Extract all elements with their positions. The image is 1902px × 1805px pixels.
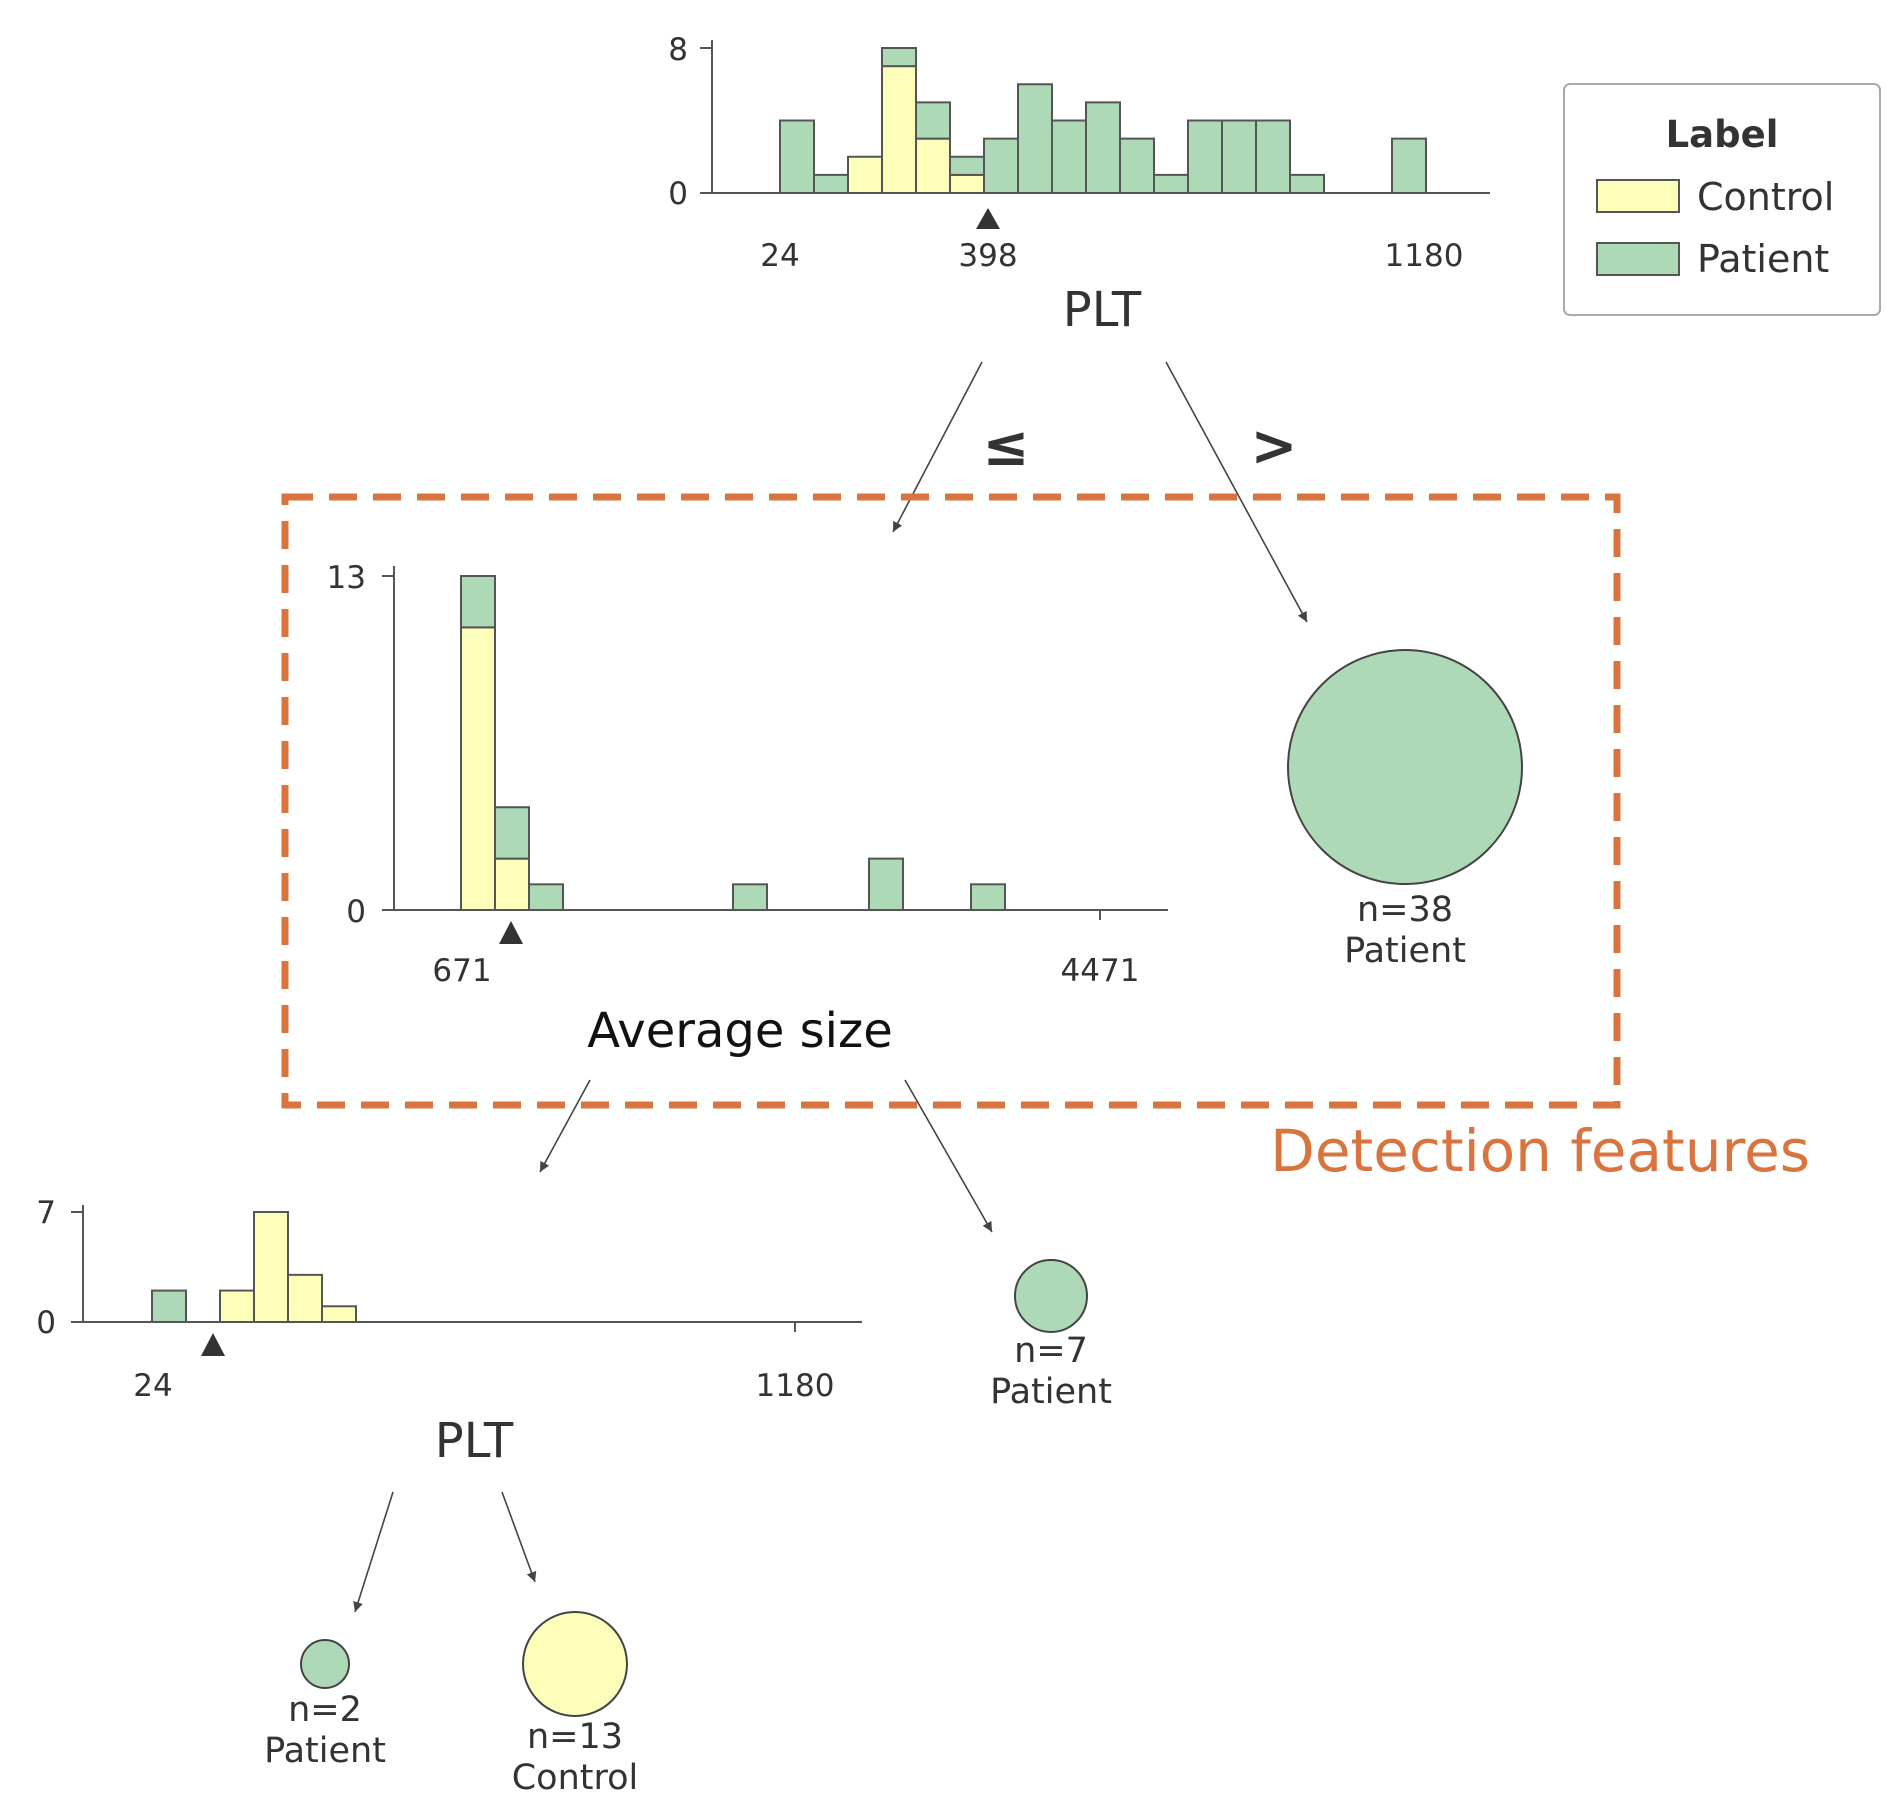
edge-size-gt bbox=[904, 1079, 993, 1233]
root-x-tick-max: 1180 bbox=[1385, 238, 1464, 274]
legend-swatch-patient bbox=[1596, 242, 1680, 276]
size-bar-patient-15 bbox=[970, 883, 1006, 911]
root-bar-patient-14 bbox=[1255, 119, 1291, 194]
legend: Label Control Patient bbox=[1563, 83, 1881, 316]
size-bar-patient-0 bbox=[460, 575, 496, 629]
size-bar-patient-2 bbox=[528, 883, 564, 911]
root-feature-label: PLT bbox=[1063, 282, 1142, 338]
operator-le-label: ≤ bbox=[983, 414, 1030, 479]
average-size-histogram: 13 0 671 4471 Average size bbox=[327, 560, 1168, 1059]
lower-x-tick-max-label: 1180 bbox=[756, 1368, 835, 1404]
root-bar-patient-5 bbox=[949, 155, 985, 176]
root-bar-patient-15 bbox=[1289, 173, 1325, 194]
detection-features-label: Detection features bbox=[1270, 1117, 1810, 1185]
edge-plt-le bbox=[353, 1491, 394, 1613]
average-size-histogram-bars bbox=[460, 575, 1006, 912]
leaf-plt-gt: n=13 Control bbox=[512, 1611, 639, 1798]
size-y-label-zero: 0 bbox=[346, 894, 366, 930]
leaf-plt-le-circle bbox=[300, 1639, 350, 1689]
leaf-plt-le: n=2 Patient bbox=[264, 1639, 386, 1771]
leaf-size-gt-circle bbox=[1014, 1259, 1088, 1333]
leaf-root-gt-count: n=38 bbox=[1357, 890, 1453, 930]
root-bar-patient-4 bbox=[915, 101, 951, 140]
edge-root-le bbox=[892, 361, 983, 533]
root-bar-patient-7 bbox=[1017, 83, 1053, 194]
edge-size-le bbox=[539, 1079, 591, 1173]
leaf-root-gt-circle bbox=[1287, 649, 1523, 885]
root-bar-control-4 bbox=[915, 137, 951, 194]
size-bar-patient-12 bbox=[868, 857, 904, 911]
leaf-plt-gt-circle bbox=[522, 1611, 628, 1717]
lower-plt-histogram: 7 0 24 1180 PLT bbox=[36, 1195, 862, 1469]
root-bar-control-2 bbox=[847, 155, 883, 194]
leaf-plt-le-class: Patient bbox=[264, 1731, 386, 1771]
legend-label-patient: Patient bbox=[1697, 237, 1829, 281]
lower-bar-control-4 bbox=[287, 1273, 323, 1324]
size-x-tick-max-label: 4471 bbox=[1061, 953, 1140, 989]
root-bar-patient-11 bbox=[1153, 173, 1189, 194]
edge-root-gt bbox=[1165, 361, 1308, 623]
operator-gt-label: > bbox=[1251, 414, 1298, 479]
size-bar-control-0 bbox=[460, 626, 496, 912]
lower-bar-control-5 bbox=[321, 1305, 357, 1324]
detection-features-highlight-box bbox=[281, 493, 1621, 1109]
lower-feature-label: PLT bbox=[435, 1413, 514, 1469]
size-bar-patient-8 bbox=[732, 883, 768, 911]
leaf-root-gt-class: Patient bbox=[1344, 931, 1466, 971]
root-bar-patient-9 bbox=[1085, 101, 1121, 194]
root-split-marker-icon bbox=[976, 208, 1000, 229]
root-x-tick-min: 24 bbox=[760, 238, 799, 274]
root-bar-patient-10 bbox=[1119, 137, 1155, 194]
size-y-label-max: 13 bbox=[327, 560, 366, 596]
leaf-size-gt-count: n=7 bbox=[1014, 1331, 1088, 1371]
leaf-plt-gt-class: Control bbox=[512, 1758, 639, 1798]
root-histogram: 8 0 24 398 1180 PLT bbox=[668, 32, 1490, 338]
size-bar-patient-1 bbox=[494, 806, 530, 860]
leaf-plt-gt-count: n=13 bbox=[527, 1717, 623, 1757]
root-x-tick-split: 398 bbox=[958, 238, 1017, 274]
size-x-tick-min-label: 671 bbox=[432, 953, 491, 989]
leaf-size-gt-class: Patient bbox=[990, 1372, 1112, 1412]
root-bar-control-3 bbox=[881, 65, 917, 194]
legend-label-control: Control bbox=[1697, 175, 1834, 219]
lower-bar-control-3 bbox=[253, 1211, 289, 1323]
lower-x-tick-min-label: 24 bbox=[133, 1368, 172, 1404]
edge-plt-gt bbox=[501, 1491, 537, 1583]
leaf-size-gt: n=7 Patient bbox=[990, 1259, 1112, 1412]
root-bar-patient-12 bbox=[1187, 119, 1223, 194]
root-bar-patient-0 bbox=[779, 119, 815, 194]
root-bar-patient-13 bbox=[1221, 119, 1257, 194]
leaf-plt-le-count: n=2 bbox=[288, 1690, 362, 1730]
lower-bar-control-2 bbox=[219, 1289, 255, 1323]
root-bar-patient-8 bbox=[1051, 119, 1087, 194]
root-y-label-zero: 0 bbox=[668, 176, 688, 212]
legend-swatch-control bbox=[1596, 179, 1680, 213]
lower-bar-patient-0 bbox=[151, 1289, 187, 1323]
root-bar-patient-6 bbox=[983, 137, 1019, 194]
root-histogram-bars bbox=[779, 47, 1427, 194]
size-split-marker-icon bbox=[499, 921, 523, 944]
leaf-root-gt: n=38 Patient bbox=[1287, 649, 1523, 971]
lower-y-label-zero: 0 bbox=[36, 1305, 56, 1341]
root-bar-patient-1 bbox=[813, 173, 849, 194]
root-bar-control-5 bbox=[949, 173, 985, 194]
root-bar-patient-3 bbox=[881, 47, 917, 68]
root-y-label-max: 8 bbox=[668, 32, 688, 68]
legend-title: Label bbox=[1666, 113, 1779, 156]
size-bar-control-1 bbox=[494, 857, 530, 911]
size-feature-label: Average size bbox=[587, 1003, 892, 1059]
root-bar-patient-18 bbox=[1391, 137, 1427, 194]
lower-split-marker-icon bbox=[201, 1333, 225, 1356]
lower-y-label-max: 7 bbox=[36, 1195, 56, 1231]
lower-plt-histogram-bars bbox=[151, 1211, 357, 1324]
